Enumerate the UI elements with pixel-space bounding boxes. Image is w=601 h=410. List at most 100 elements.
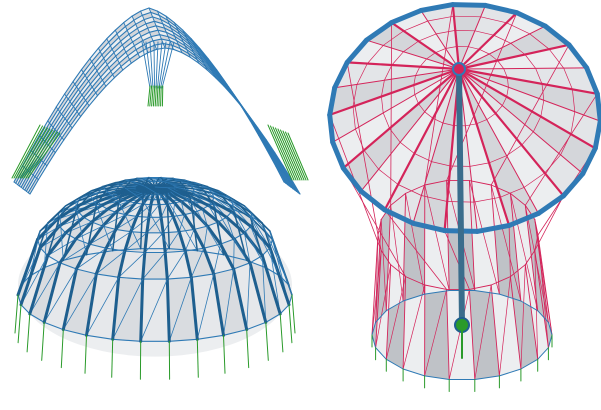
dome-diagonal — [76, 247, 107, 270]
funnel-hoop-cable — [506, 144, 523, 157]
arch-rib — [96, 70, 100, 75]
funnel-lower-cable — [385, 264, 392, 360]
arch-drop-member — [145, 41, 152, 89]
arch-purlin — [152, 16, 162, 21]
arch-purlin — [24, 174, 34, 191]
dome-rib — [212, 204, 225, 256]
funnel-lower-edge — [385, 358, 404, 370]
arch-purlin — [111, 40, 122, 50]
membrane-panel — [115, 22, 126, 34]
funnel-top-panel — [459, 69, 596, 174]
membrane-panel — [26, 153, 37, 171]
dome-rib — [75, 189, 93, 201]
dome-rib — [139, 277, 145, 343]
funnel-hoop-cable — [399, 141, 415, 154]
arch-purlin — [114, 22, 125, 31]
funnel-hoop-cable — [413, 84, 416, 95]
membrane-panel — [157, 30, 169, 37]
funnel-waist-panel — [446, 289, 475, 380]
dome-hoop — [102, 225, 117, 230]
arch-rib — [137, 53, 141, 58]
arch-purlin — [163, 27, 174, 33]
funnel-hoop-cable — [389, 128, 401, 143]
arch-purlin — [158, 14, 169, 21]
membrane-panel — [132, 36, 143, 46]
funnel-lower-edge — [474, 375, 500, 380]
arch-rib — [126, 29, 130, 35]
funnel-side-cable — [346, 62, 379, 236]
membrane-panel — [150, 12, 161, 20]
membrane-panel — [77, 100, 88, 114]
dome-hoop — [39, 247, 49, 257]
dome-rib — [90, 207, 109, 224]
arch-purlin — [177, 43, 188, 51]
funnel-lower-edge — [547, 321, 553, 336]
funnel-top-panel — [459, 69, 564, 214]
membrane-panel — [154, 21, 165, 29]
left-support-line — [21, 129, 53, 179]
dome-hoop — [47, 255, 61, 264]
arch-drop-member — [161, 41, 175, 89]
arch-purlin — [32, 160, 43, 176]
funnel-lower-cable — [375, 219, 382, 323]
dome-hoop — [233, 262, 251, 270]
arch-purlin — [190, 38, 201, 49]
arch-purlin — [100, 67, 110, 78]
membrane-panel — [125, 45, 137, 56]
dome-rib — [46, 231, 68, 258]
arch-purlin — [92, 54, 103, 66]
arch-rib — [103, 57, 106, 62]
membrane-panel — [24, 152, 35, 169]
funnel-radial-cable — [360, 68, 460, 192]
funnel-hoop-cable — [382, 112, 390, 129]
membrane-panel — [93, 80, 105, 93]
funnel-rim-ring — [594, 91, 601, 124]
right-support-line — [275, 127, 299, 181]
right-support-line — [270, 125, 295, 181]
dome-rib — [232, 208, 248, 262]
dome-diagonal — [173, 186, 195, 192]
funnel-hoop-cable — [506, 86, 509, 98]
dome-diagonal — [246, 262, 251, 331]
dome-rib — [20, 230, 41, 287]
dome-diagonal — [59, 215, 64, 261]
dome-hoop — [219, 238, 235, 245]
funnel-hoop-cable — [486, 113, 496, 120]
funnel-lower-cable — [402, 276, 407, 370]
arch-purlin — [94, 57, 105, 69]
dome-rib — [115, 188, 138, 196]
funnel-waist-cable — [468, 180, 492, 186]
dome-diagonal — [184, 228, 195, 252]
dome-diagonal — [196, 273, 215, 340]
arch-purlin — [189, 56, 200, 64]
membrane-panel — [112, 41, 123, 53]
funnel-lower-edge — [520, 300, 539, 312]
dome-hoop — [168, 338, 198, 342]
membrane-panel — [140, 8, 151, 16]
arch-rib — [129, 59, 132, 64]
funnel-radial-cable — [342, 67, 461, 170]
membrane-panel — [180, 48, 191, 58]
funnel-hoop-cable — [495, 105, 503, 114]
funnel-hoop-cable — [467, 46, 480, 50]
dome-hoop — [162, 231, 180, 234]
dome-diagonal — [102, 186, 107, 192]
arch-purlin — [184, 45, 194, 53]
arch-purlin — [116, 25, 127, 35]
dome-diagonal — [62, 273, 97, 331]
arch-purlin — [209, 67, 220, 78]
arch-purlin — [80, 105, 90, 118]
dome-rib — [139, 198, 144, 250]
arch-purlin — [168, 23, 179, 31]
membrane-panel — [88, 70, 99, 85]
dome-rib — [172, 188, 195, 196]
arch-purlin — [153, 20, 164, 25]
arch-purlin — [159, 34, 169, 38]
arch-purlin — [198, 62, 208, 71]
funnel-rim-ring — [535, 193, 566, 216]
arch-purlin — [192, 41, 202, 53]
arch-purlin — [56, 118, 66, 133]
dome-rib — [161, 231, 167, 254]
dome-diagonal — [105, 231, 132, 249]
arch-purlin — [211, 70, 222, 81]
